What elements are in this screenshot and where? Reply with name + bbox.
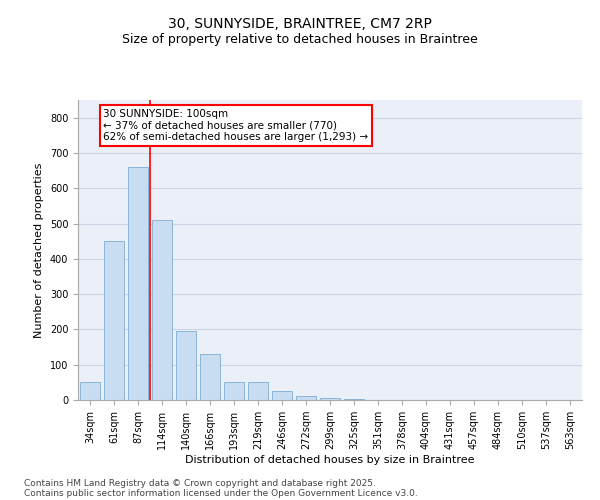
Text: Contains HM Land Registry data © Crown copyright and database right 2025.: Contains HM Land Registry data © Crown c… (24, 478, 376, 488)
Bar (296, 396, 316, 400)
Text: Size of property relative to detached houses in Braintree: Size of property relative to detached ho… (122, 32, 478, 46)
Bar (248, 382, 268, 400)
Bar (128, 167, 148, 400)
Bar (80, 382, 100, 400)
Bar (104, 241, 124, 400)
Text: 30, SUNNYSIDE, BRAINTREE, CM7 2RP: 30, SUNNYSIDE, BRAINTREE, CM7 2RP (168, 18, 432, 32)
Bar (176, 331, 196, 400)
Y-axis label: Number of detached properties: Number of detached properties (34, 162, 44, 338)
Bar (200, 354, 220, 400)
Bar (272, 391, 292, 400)
Bar (152, 220, 172, 400)
Bar (320, 398, 340, 400)
Text: Contains public sector information licensed under the Open Government Licence v3: Contains public sector information licen… (24, 488, 418, 498)
Text: 30 SUNNYSIDE: 100sqm
← 37% of detached houses are smaller (770)
62% of semi-deta: 30 SUNNYSIDE: 100sqm ← 37% of detached h… (103, 109, 368, 142)
Bar (224, 382, 244, 400)
X-axis label: Distribution of detached houses by size in Braintree: Distribution of detached houses by size … (185, 455, 475, 465)
